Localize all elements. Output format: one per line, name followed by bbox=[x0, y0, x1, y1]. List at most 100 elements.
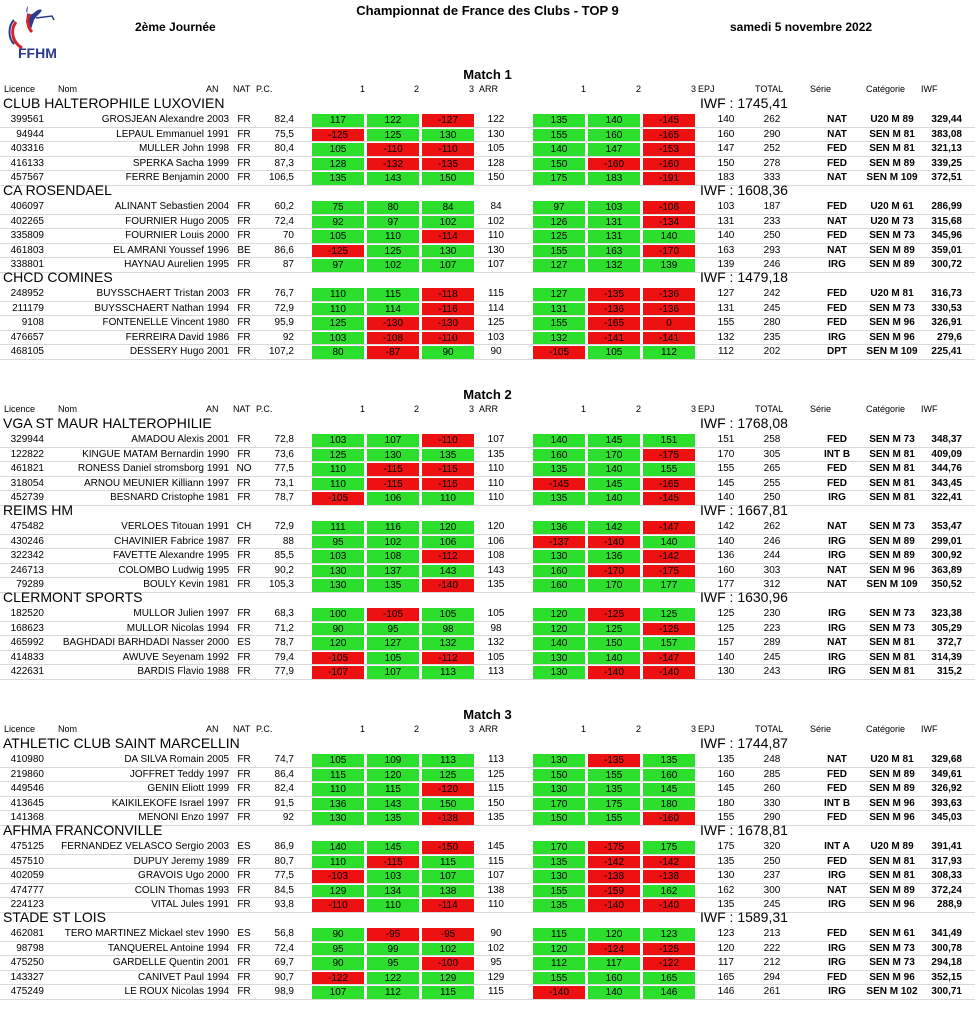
cell-iwf: 393,63 bbox=[931, 797, 962, 809]
cell-cj-2: 175 bbox=[587, 796, 641, 812]
cell-birth-year: 1988 bbox=[206, 666, 230, 678]
cell-total: 290 bbox=[763, 812, 781, 824]
cell-cj-1: 97 bbox=[532, 200, 586, 215]
cell-snatch-3: 132 bbox=[421, 636, 475, 651]
athlete-row: 461803 EL AMRANI Youssef 1996 BE 86,6 -125 125… bbox=[0, 243, 975, 259]
row-separator bbox=[0, 358, 975, 360]
cell-snatch-best: 110 bbox=[488, 463, 504, 475]
cell-series: IRG bbox=[828, 666, 846, 678]
cell-series: DPT bbox=[827, 346, 847, 358]
cell-series: IRG bbox=[828, 899, 846, 911]
cell-birth-year: 1995 bbox=[206, 259, 230, 271]
cell-bodyweight: 87 bbox=[282, 259, 294, 271]
cell-cj-3: 151 bbox=[642, 433, 696, 448]
athlete-row: 475482 VERLOES Titouan 1991 CH 72,9 111 116 120… bbox=[0, 520, 975, 535]
cell-name: COLIN Thomas bbox=[134, 884, 204, 896]
row-separator bbox=[0, 998, 975, 1000]
cell-bodyweight: 80,4 bbox=[274, 143, 294, 155]
cell-category: SEN M 73 bbox=[869, 942, 915, 954]
cell-name: VITAL Jules bbox=[151, 899, 204, 911]
column-header-snatch-1: 1 bbox=[360, 84, 366, 94]
cell-cj-3: 146 bbox=[642, 985, 696, 1000]
club-iwf-total: IWF : 1667,81 bbox=[700, 502, 788, 518]
cell-series: FED bbox=[827, 288, 847, 299]
cell-snatch-3: -127 bbox=[421, 113, 475, 128]
cell-cj-1: 132 bbox=[532, 330, 586, 346]
cell-series: NAT bbox=[827, 172, 847, 184]
cell-cj-2: 160 bbox=[587, 127, 641, 143]
cell-snatch-1: 103 bbox=[311, 433, 365, 448]
cell-snatch-3: 150 bbox=[421, 796, 475, 812]
cell-nationality: FR bbox=[237, 346, 251, 358]
cell-bodyweight: 90,2 bbox=[274, 564, 294, 576]
cell-snatch-best: 103 bbox=[487, 331, 505, 343]
cell-category: SEN M 96 bbox=[869, 317, 915, 329]
column-header-birth-year: AN bbox=[206, 84, 219, 94]
athlete-row: 322342 FAVETTE Alexandre 1995 FR 85,5 103 108-… bbox=[0, 549, 975, 564]
cell-cj-2: 155 bbox=[587, 811, 641, 826]
cell-snatch-1: -122 bbox=[311, 970, 365, 986]
column-header-nationality: NAT bbox=[233, 84, 251, 94]
cell-cj-2: 131 bbox=[587, 214, 641, 230]
cell-cj-2: 150 bbox=[587, 636, 641, 651]
cell-category: SEN M 61 bbox=[869, 928, 915, 939]
cell-series: NAT bbox=[827, 579, 847, 591]
column-header-snatch-3: 3 bbox=[469, 84, 475, 94]
cell-series: IRG bbox=[828, 608, 846, 619]
cell-total: 278 bbox=[763, 157, 781, 169]
cell-cj-3: -153 bbox=[642, 142, 696, 157]
cell-name: CANIVET Paul bbox=[138, 971, 204, 983]
cell-iwf: 300,72 bbox=[931, 259, 962, 271]
cell-licence: 406097 bbox=[10, 201, 44, 212]
cell-name: FONTENELLE Vincent bbox=[102, 317, 204, 329]
cell-cj-3: -147 bbox=[642, 520, 696, 535]
cell-snatch-best: 102 bbox=[487, 942, 505, 954]
cell-nationality: FR bbox=[237, 114, 251, 125]
cell-licence: 475125 bbox=[10, 841, 44, 852]
column-header-snatch-3: 3 bbox=[469, 724, 475, 734]
cell-cj-3: 145 bbox=[642, 782, 696, 797]
cell-cj-best: 160 bbox=[717, 768, 735, 780]
cell-snatch-best: 110 bbox=[488, 899, 504, 911]
cell-iwf: 372,7 bbox=[936, 637, 962, 649]
cell-cj-1: 135 bbox=[532, 491, 586, 506]
cell-category: SEN M 109 bbox=[866, 172, 918, 184]
cell-snatch-3: 143 bbox=[421, 563, 475, 579]
cell-nationality: FR bbox=[237, 564, 251, 576]
cell-bodyweight: 88 bbox=[282, 535, 294, 547]
cell-cj-best: 130 bbox=[717, 666, 735, 678]
cell-iwf: 299,01 bbox=[931, 535, 962, 547]
cell-snatch-2: 127 bbox=[366, 636, 420, 651]
cell-iwf: 409,09 bbox=[931, 448, 962, 460]
cell-category: SEN M 109 bbox=[866, 346, 918, 358]
cell-birth-year: 1994 bbox=[206, 942, 230, 954]
cell-cj-2: 170 bbox=[587, 578, 641, 593]
cell-snatch-best: 130 bbox=[487, 128, 505, 140]
row-separator bbox=[0, 635, 975, 637]
cell-iwf: 314,39 bbox=[931, 651, 962, 663]
cell-licence: 474777 bbox=[10, 884, 44, 896]
cell-snatch-best: 143 bbox=[487, 564, 505, 576]
cell-iwf: 345,03 bbox=[931, 812, 962, 824]
cell-birth-year: 1992 bbox=[206, 651, 230, 663]
cell-nationality: FR bbox=[237, 754, 251, 765]
cell-snatch-best: 95 bbox=[490, 957, 502, 969]
athlete-row: 211179 BUYSSCHAERT Nathan 1994 FR 72,9 110 114… bbox=[0, 301, 975, 317]
cell-series: IRG bbox=[828, 331, 846, 343]
cell-total: 333 bbox=[763, 172, 781, 184]
cell-nationality: FR bbox=[237, 579, 251, 591]
cell-snatch-3: -120 bbox=[421, 782, 475, 797]
cell-birth-year: 1991 bbox=[206, 463, 230, 475]
cell-category: SEN M 96 bbox=[869, 331, 915, 343]
cell-nationality: FR bbox=[237, 259, 251, 271]
athlete-row: 94944 LEPAUL Emmanuel 1991 FR 75,5 -125 125 130… bbox=[0, 127, 975, 143]
cell-cj-1: 130 bbox=[532, 753, 586, 768]
cell-cj-2: 142 bbox=[587, 520, 641, 535]
club-name: ATHLETIC CLUB SAINT MARCELLIN bbox=[3, 735, 240, 751]
cell-iwf: 321,13 bbox=[931, 143, 962, 155]
cell-category: SEN M 81 bbox=[869, 143, 915, 155]
column-header-iwf: IWF bbox=[921, 404, 938, 414]
cell-iwf: 286,99 bbox=[931, 201, 962, 212]
cell-snatch-2: 110 bbox=[366, 898, 420, 913]
cell-cj-2: -160 bbox=[587, 156, 641, 172]
